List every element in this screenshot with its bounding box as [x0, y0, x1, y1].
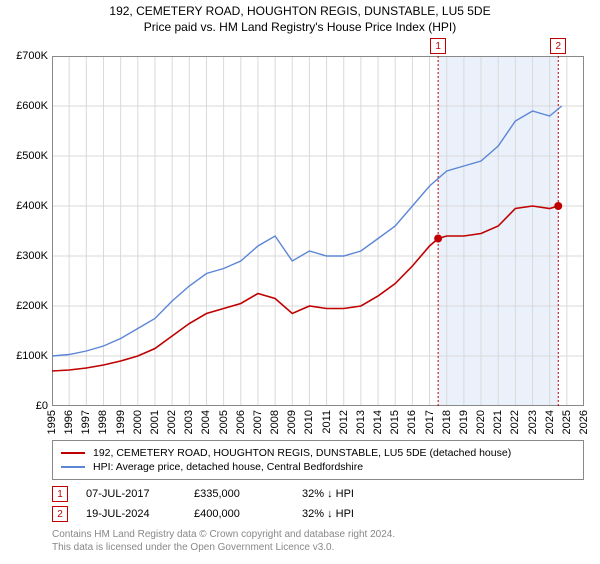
chart-svg: [52, 56, 584, 406]
y-axis-label: £0: [6, 400, 48, 412]
y-axis-label: £200K: [6, 300, 48, 312]
y-axis-label: £500K: [6, 150, 48, 162]
event-table: 1 07-JUL-2017 £335,000 32% ↓ HPI 2 19-JUL-202…: [52, 486, 584, 522]
x-axis-label: 2009: [286, 410, 298, 434]
x-axis-label: 2010: [303, 410, 315, 434]
x-axis-label: 2025: [561, 410, 573, 434]
footer-line-1: Contains HM Land Registry data © Crown c…: [52, 528, 584, 541]
x-axis-label: 2016: [406, 410, 418, 434]
x-axis-label: 1996: [63, 410, 75, 434]
x-axis-label: 2008: [269, 410, 281, 434]
y-axis-label: £600K: [6, 100, 48, 112]
x-axis-label: 2004: [200, 410, 212, 434]
x-axis-label: 2001: [149, 410, 161, 434]
x-axis-label: 2011: [321, 410, 333, 434]
x-axis-label: 1998: [97, 410, 109, 434]
chart-title: 192, CEMETERY ROAD, HOUGHTON REGIS, DUNS…: [0, 4, 600, 18]
legend-label: 192, CEMETERY ROAD, HOUGHTON REGIS, DUNS…: [93, 447, 511, 459]
event-date: 19-JUL-2024: [86, 508, 176, 520]
x-axis-label: 2024: [544, 410, 556, 434]
event-delta: 32% ↓ HPI: [302, 508, 392, 520]
x-axis-label: 2013: [355, 410, 367, 434]
x-axis-label: 2002: [166, 410, 178, 434]
legend-item: 192, CEMETERY ROAD, HOUGHTON REGIS, DUNS…: [61, 447, 575, 459]
y-axis-label: £400K: [6, 200, 48, 212]
event-delta: 32% ↓ HPI: [302, 488, 392, 500]
x-axis-label: 2012: [338, 410, 350, 434]
event-marker-2: 2: [550, 38, 566, 54]
event-row: 2 19-JUL-2024 £400,000 32% ↓ HPI: [52, 506, 584, 522]
y-axis-label: £300K: [6, 250, 48, 262]
y-axis-label: £700K: [6, 50, 48, 62]
chart-area: £0£100K£200K£300K£400K£500K£600K£700K199…: [52, 56, 584, 406]
x-axis-label: 2005: [218, 410, 230, 434]
event-price: £335,000: [194, 488, 284, 500]
x-axis-label: 2006: [235, 410, 247, 434]
event-num: 1: [52, 486, 68, 502]
legend: 192, CEMETERY ROAD, HOUGHTON REGIS, DUNS…: [52, 440, 584, 480]
x-axis-label: 2014: [372, 410, 384, 434]
x-axis-label: 1997: [80, 410, 92, 434]
event-price: £400,000: [194, 508, 284, 520]
x-axis-label: 1995: [46, 410, 58, 434]
x-axis-label: 2015: [389, 410, 401, 434]
event-marker-1: 1: [430, 38, 446, 54]
x-axis-label: 2000: [132, 410, 144, 434]
legend-label: HPI: Average price, detached house, Cent…: [93, 461, 363, 473]
x-axis-label: 2018: [441, 410, 453, 434]
x-axis-label: 1999: [115, 410, 127, 434]
x-axis-label: 2021: [492, 410, 504, 434]
event-num: 2: [52, 506, 68, 522]
x-axis-label: 2007: [252, 410, 264, 434]
footer: Contains HM Land Registry data © Crown c…: [52, 528, 584, 554]
x-axis-label: 2017: [424, 410, 436, 434]
x-axis-label: 2022: [509, 410, 521, 434]
event-date: 07-JUL-2017: [86, 488, 176, 500]
event-row: 1 07-JUL-2017 £335,000 32% ↓ HPI: [52, 486, 584, 502]
x-axis-label: 2020: [475, 410, 487, 434]
legend-swatch: [61, 466, 85, 468]
x-axis-label: 2026: [578, 410, 590, 434]
x-axis-label: 2019: [458, 410, 470, 434]
y-axis-label: £100K: [6, 350, 48, 362]
chart-subtitle: Price paid vs. HM Land Registry's House …: [0, 20, 600, 34]
legend-swatch: [61, 452, 85, 454]
footer-line-2: This data is licensed under the Open Gov…: [52, 541, 584, 554]
x-axis-label: 2003: [183, 410, 195, 434]
x-axis-label: 2023: [527, 410, 539, 434]
chart-container: 192, CEMETERY ROAD, HOUGHTON REGIS, DUNS…: [0, 4, 600, 564]
legend-item: HPI: Average price, detached house, Cent…: [61, 461, 575, 473]
